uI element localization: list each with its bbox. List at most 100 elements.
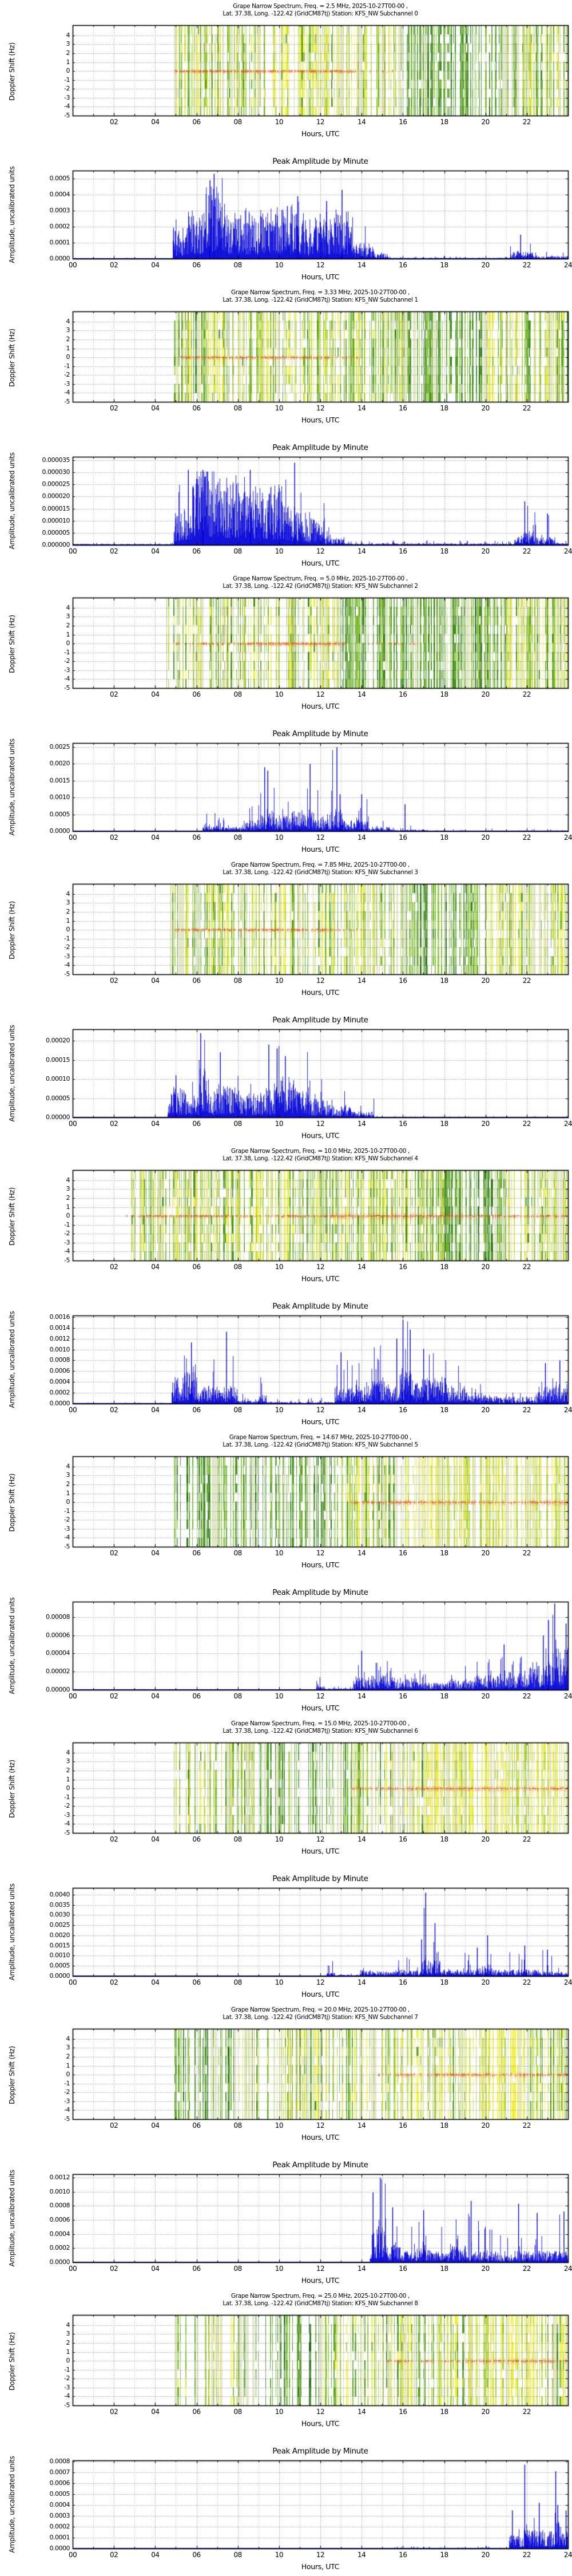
x-tick-label: 20 — [481, 1120, 490, 1128]
y-tick-label: -4 — [64, 2106, 70, 2114]
x-tick-label: 02 — [110, 1835, 118, 1843]
spectrogram-canvas-4 — [0, 572, 572, 716]
x-tick-label: 04 — [151, 690, 160, 698]
y-tick-label: 4 — [66, 317, 70, 325]
spectrogram-figure-4: Grape Narrow Spectrum, Freq. = 5.0 MHz, … — [0, 572, 572, 716]
y-tick-label: -5 — [64, 970, 70, 978]
chart-title-line: Grape Narrow Spectrum, Freq. = 15.0 MHz,… — [231, 1720, 410, 1727]
x-tick-label: 06 — [192, 2408, 201, 2416]
y-tick-label: 0.0002 — [49, 2522, 70, 2530]
x-tick-label: 12 — [316, 1978, 325, 1986]
x-tick-label: 20 — [481, 404, 490, 412]
x-tick-label: 08 — [233, 2121, 243, 2129]
amplitude-canvas-17 — [0, 2433, 572, 2576]
y-tick-label: -2 — [64, 1516, 70, 1524]
x-tick-label: 04 — [151, 1835, 160, 1843]
x-tick-label: 24 — [563, 1406, 572, 1414]
x-axis-label: Hours, UTC — [301, 2276, 340, 2285]
y-axis-label: Amplitude, uncalibrated units — [8, 452, 16, 550]
x-axis-label: Hours, UTC — [301, 2419, 340, 2428]
y-tick-label: -1 — [64, 934, 70, 942]
y-tick-label: 3 — [66, 2044, 70, 2052]
y-tick-label: -4 — [64, 1247, 70, 1255]
y-tick-label: 0.0040 — [49, 1890, 70, 1898]
chart-title-line: Grape Narrow Spectrum, Freq. = 2.5 MHz, … — [233, 3, 408, 10]
x-tick-label: 22 — [522, 2265, 531, 2273]
x-tick-label: 06 — [192, 833, 201, 841]
chart-title-line: Grape Narrow Spectrum, Freq. = 25.0 MHz,… — [231, 2293, 410, 2300]
amplitude-canvas-11 — [0, 1574, 572, 1717]
x-tick-label: 18 — [440, 261, 448, 269]
x-tick-label: 02 — [110, 1120, 118, 1128]
x-tick-label: 06 — [192, 1406, 201, 1414]
y-tick-label: 3 — [66, 2330, 70, 2338]
x-tick-label: 12 — [316, 1120, 325, 1128]
x-tick-label: 20 — [481, 2408, 490, 2416]
y-tick-label: 1 — [66, 2061, 70, 2069]
x-tick-label: 24 — [563, 2265, 572, 2273]
x-tick-label: 08 — [233, 2551, 243, 2559]
x-tick-label: 20 — [481, 1692, 490, 1700]
y-tick-label: 0.0000 — [49, 2258, 70, 2266]
y-tick-label: 0.0000 — [49, 2545, 70, 2552]
x-tick-label: 08 — [233, 690, 243, 698]
x-tick-label: 08 — [233, 2265, 243, 2273]
chart-title: Peak Amplitude by Minute — [73, 2161, 568, 2170]
x-tick-label: 02 — [110, 547, 118, 555]
chart-title-line: Peak Amplitude by Minute — [272, 2160, 368, 2170]
x-tick-label: 22 — [522, 1263, 531, 1271]
x-tick-label: 16 — [399, 1549, 407, 1557]
y-tick-label: -2 — [64, 943, 70, 951]
y-tick-label: 0 — [66, 1212, 70, 1220]
y-tick-label: -3 — [64, 2097, 70, 2105]
y-tick-label: -2 — [64, 1230, 70, 1238]
y-tick-label: -3 — [64, 93, 70, 101]
x-tick-label: 22 — [522, 977, 531, 985]
x-tick-label: 20 — [481, 118, 490, 126]
x-tick-label: 02 — [110, 261, 118, 269]
x-tick-label: 12 — [316, 547, 325, 555]
amplitude-canvas-9 — [0, 1288, 572, 1431]
x-tick-label: 16 — [399, 261, 407, 269]
peak-amplitude-figure-3: Peak Amplitude by Minute Amplitude, unca… — [0, 429, 572, 572]
y-tick-label: 0.0030 — [49, 1911, 70, 1919]
x-axis-label: Hours, UTC — [301, 988, 340, 997]
chart-title-line: Peak Amplitude by Minute — [272, 1302, 368, 1311]
y-tick-label: 0.0025 — [49, 743, 70, 751]
x-tick-label: 02 — [110, 1549, 118, 1557]
y-tick-label: 1 — [66, 344, 70, 352]
spectrogram-figure-0: Grape Narrow Spectrum, Freq. = 2.5 MHz, … — [0, 0, 572, 143]
y-axis-label: Amplitude, uncalibrated units — [8, 166, 16, 263]
x-tick-label: 22 — [522, 1406, 531, 1414]
x-tick-label: 16 — [399, 2551, 407, 2559]
chart-title-line: Peak Amplitude by Minute — [272, 1016, 368, 1025]
x-tick-label: 06 — [192, 118, 201, 126]
x-tick-label: 12 — [316, 977, 325, 985]
x-tick-label: 10 — [275, 2265, 284, 2273]
amplitude-canvas-15 — [0, 2147, 572, 2290]
chart-title-line: Peak Amplitude by Minute — [272, 2447, 368, 2456]
y-tick-label: 0.0020 — [49, 1931, 70, 1939]
y-tick-label: 0.00020 — [46, 1037, 70, 1045]
y-tick-label: 1 — [66, 2348, 70, 2356]
y-tick-label: 1 — [66, 630, 70, 638]
x-tick-label: 12 — [316, 833, 325, 841]
y-tick-label: 0.0003 — [49, 2511, 70, 2519]
x-tick-label: 08 — [233, 1978, 243, 1986]
y-tick-label: 3 — [66, 1471, 70, 1479]
chart-title: Grape Narrow Spectrum, Freq. = 14.67 MHz… — [73, 1434, 568, 1449]
spectrogram-figure-14: Grape Narrow Spectrum, Freq. = 20.0 MHz,… — [0, 2004, 572, 2147]
y-tick-label: 0 — [66, 2071, 70, 2079]
y-tick-label: 4 — [66, 2321, 70, 2329]
y-tick-label: 0.000010 — [42, 516, 70, 524]
x-tick-label: 12 — [316, 1835, 325, 1843]
x-tick-label: 12 — [316, 261, 325, 269]
y-tick-label: 0.0010 — [49, 1951, 70, 1959]
x-axis-label: Hours, UTC — [301, 416, 340, 424]
peak-amplitude-figure-17: Peak Amplitude by Minute Amplitude, unca… — [0, 2433, 572, 2576]
x-tick-label: 14 — [357, 1692, 366, 1700]
y-tick-label: 0.0002 — [49, 1389, 70, 1397]
x-tick-label: 16 — [399, 1978, 407, 1986]
chart-title: Peak Amplitude by Minute — [73, 2447, 568, 2456]
x-tick-label: 18 — [440, 2265, 448, 2273]
